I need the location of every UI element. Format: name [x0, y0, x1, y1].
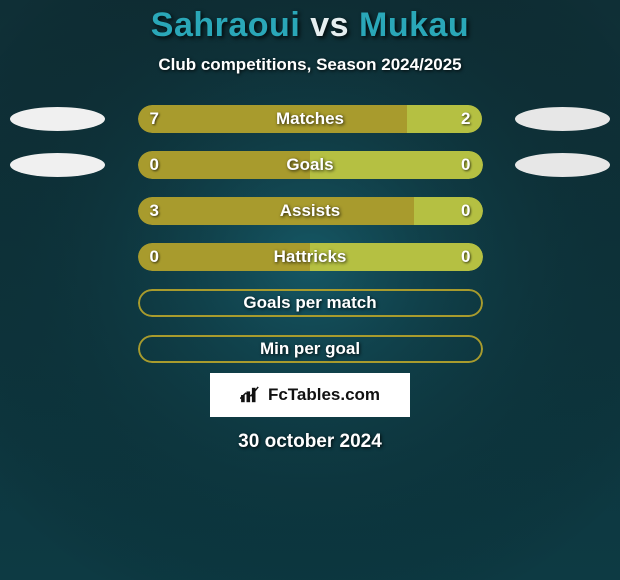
stat-value-right: 0 [310, 151, 483, 179]
stat-row: Min per goal [0, 335, 620, 363]
stat-value-left: 0 [138, 151, 311, 179]
vs-label: vs [310, 6, 349, 44]
player2-name: Mukau [359, 6, 469, 44]
stat-bar: 00Hattricks [138, 243, 483, 271]
team-badge-right [515, 107, 610, 131]
stat-row: 72Matches [0, 105, 620, 133]
stat-row: 30Assists [0, 197, 620, 225]
stat-bar: Min per goal [138, 335, 483, 363]
stat-bar: 00Goals [138, 151, 483, 179]
team-badge-left [10, 153, 105, 177]
subtitle: Club competitions, Season 2024/2025 [0, 55, 620, 75]
stat-label: Min per goal [138, 335, 483, 363]
stat-value-left: 3 [138, 197, 414, 225]
player1-name: Sahraoui [151, 6, 300, 44]
stat-bar: 72Matches [138, 105, 483, 133]
chart-icon [240, 386, 262, 404]
stat-rows: 72Matches 00Goals 30Assists 00Hattricks Goal… [0, 105, 620, 363]
stat-bar: Goals per match [138, 289, 483, 317]
logo-box: FcTables.com [210, 373, 410, 417]
stat-value-right: 0 [310, 243, 483, 271]
stat-bar-outline [138, 335, 483, 363]
team-badge-right [515, 153, 610, 177]
logo-text: FcTables.com [268, 385, 380, 405]
team-badge-left [10, 107, 105, 131]
stat-row: 00Hattricks [0, 243, 620, 271]
stat-row: 00Goals [0, 151, 620, 179]
stat-value-right: 0 [414, 197, 483, 225]
stat-value-left: 7 [138, 105, 407, 133]
page-title: Sahraoui vs Mukau [0, 6, 620, 45]
stat-bar: 30Assists [138, 197, 483, 225]
stat-label: Goals per match [138, 289, 483, 317]
stat-bar-outline [138, 289, 483, 317]
date-text: 30 october 2024 [0, 431, 620, 453]
stat-value-right: 2 [407, 105, 483, 133]
stat-row: Goals per match [0, 289, 620, 317]
stat-value-left: 0 [138, 243, 311, 271]
